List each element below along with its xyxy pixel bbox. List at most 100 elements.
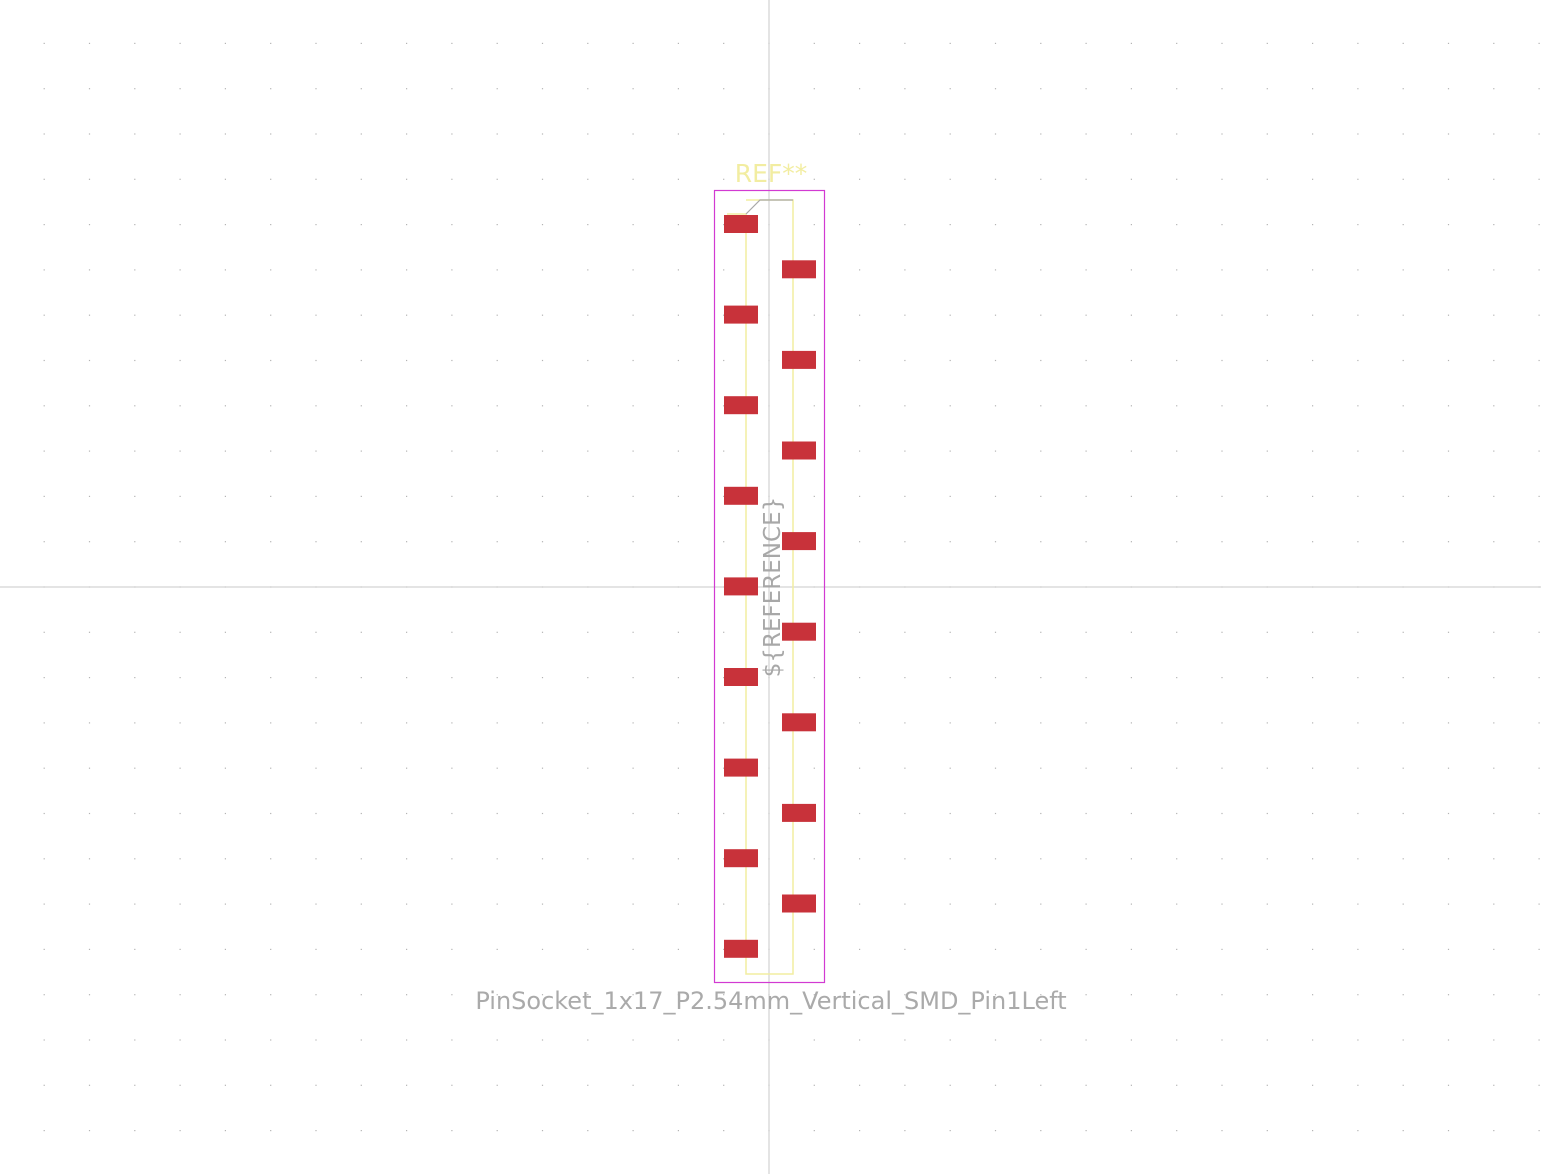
grid-dot (1312, 405, 1314, 407)
grid-dot (451, 677, 453, 679)
grid-dot (1312, 541, 1314, 543)
pad-17[interactable] (724, 939, 758, 958)
grid-dot (1176, 178, 1178, 180)
grid-dot (406, 133, 408, 135)
grid-dot (1221, 314, 1223, 316)
grid-dot (859, 722, 861, 724)
grid-dot (859, 948, 861, 950)
grid-dot (224, 903, 226, 905)
grid-dot (1176, 405, 1178, 407)
grid-dot (1447, 42, 1450, 44)
grid-dot (1447, 359, 1450, 362)
grid-dot (1402, 1039, 1404, 1041)
fab-outline (745, 199, 793, 215)
grid-dot (677, 677, 679, 679)
grid-dot (859, 178, 861, 180)
grid-dot (1221, 677, 1223, 679)
grid-dot (1357, 1130, 1359, 1132)
grid-dot (179, 767, 181, 769)
pad-16[interactable] (782, 894, 816, 913)
grid-dot (1266, 722, 1268, 724)
reference-designator[interactable]: REF** (735, 159, 808, 188)
grid-dot (1538, 858, 1540, 860)
grid-dot (451, 858, 453, 860)
grid-dot (88, 269, 91, 271)
pad-4[interactable] (782, 350, 816, 369)
grid-dot (1176, 994, 1178, 996)
pad-1[interactable] (724, 215, 758, 233)
grid-dot (904, 722, 906, 724)
grid-dot (859, 269, 861, 271)
grid-dot (1357, 133, 1359, 135)
grid-dot (1357, 269, 1359, 271)
reference-field[interactable]: ${REFERENCE} (760, 497, 786, 678)
grid-dot (406, 178, 408, 180)
grid-dot (904, 405, 906, 407)
grid-dot (224, 269, 226, 271)
grid-dot (632, 858, 634, 860)
pad-13[interactable] (724, 758, 758, 777)
grid-dot (88, 812, 91, 815)
pad-15[interactable] (724, 849, 758, 868)
grid-dot (1040, 133, 1042, 135)
grid-dot (541, 269, 544, 271)
grid-dot (1447, 450, 1450, 452)
grid-dot (451, 767, 453, 769)
grid-dot (179, 541, 181, 543)
grid-dot (88, 405, 91, 407)
grid-dot (587, 722, 589, 724)
grid-dot (904, 495, 906, 497)
grid-dot (270, 133, 272, 135)
grid-dot (43, 133, 45, 135)
grid-dot (496, 224, 498, 226)
grid-dot (859, 314, 861, 316)
pad-10[interactable] (782, 622, 816, 641)
grid-dot (1085, 812, 1087, 815)
grid-dot (1402, 812, 1404, 815)
grid-dot (587, 405, 589, 407)
grid-dot (1176, 450, 1178, 452)
grid-dot (1130, 495, 1132, 497)
grid-dot (1130, 88, 1132, 90)
pad-8[interactable] (782, 532, 816, 551)
pad-11[interactable] (724, 668, 758, 686)
grid-dot (360, 1039, 362, 1041)
grid-dot (1402, 858, 1404, 860)
grid-dot (1447, 767, 1450, 769)
grid-dot (541, 314, 544, 316)
pad-5[interactable] (724, 396, 758, 415)
grid-dot (496, 495, 498, 497)
grid-dot (677, 812, 679, 815)
pad-9[interactable] (724, 577, 758, 596)
pad-14[interactable] (782, 803, 816, 822)
grid-dot (677, 767, 679, 769)
grid-dot (1357, 677, 1359, 679)
grid-dot (1085, 450, 1087, 452)
pad-7[interactable] (724, 486, 758, 505)
grid-dot (1402, 405, 1404, 407)
grid-dot (360, 405, 362, 407)
footprint-value[interactable]: PinSocket_1x17_P2.54mm_Vertical_SMD_Pin1… (475, 987, 1066, 1015)
grid-dot (1447, 948, 1450, 950)
grid-dot (134, 269, 136, 271)
pad-6[interactable] (782, 441, 816, 460)
grid-dot (315, 1130, 317, 1132)
grid-dot (270, 405, 272, 407)
grid-dot (88, 88, 91, 90)
grid-dot (1312, 314, 1314, 316)
grid-dot (632, 541, 634, 543)
pad-3[interactable] (724, 305, 758, 324)
grid-dot (541, 1130, 544, 1132)
grid-dot (1357, 812, 1359, 815)
grid-dot (1493, 269, 1495, 271)
grid-dot (859, 405, 861, 407)
grid-dot (1357, 541, 1359, 543)
pad-2[interactable] (782, 260, 816, 279)
pad-12[interactable] (782, 713, 816, 732)
grid-dot (224, 631, 226, 633)
grid-dot (859, 42, 861, 44)
grid-dot (1221, 1039, 1223, 1041)
grid-dot (1538, 359, 1540, 362)
